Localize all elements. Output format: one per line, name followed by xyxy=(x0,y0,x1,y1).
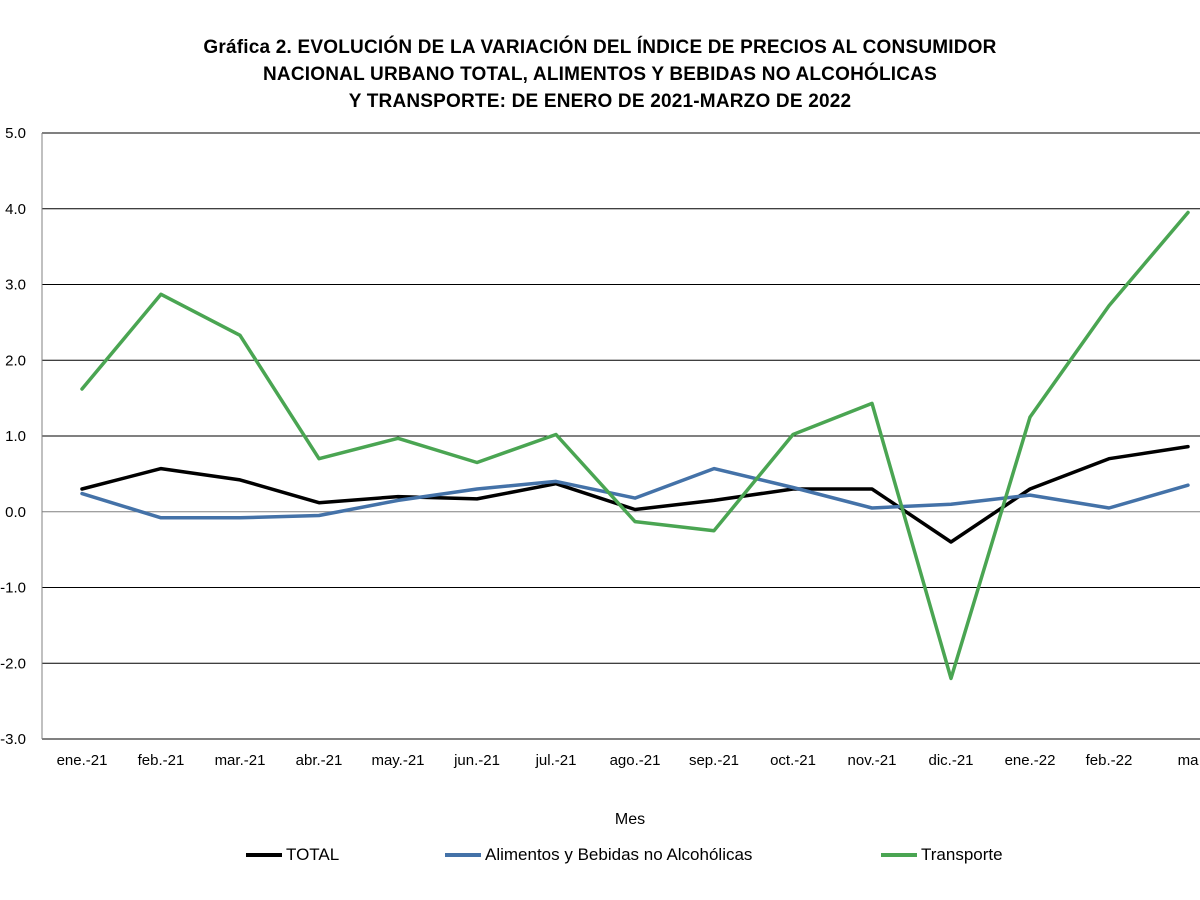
y-tick-label: 3.0 xyxy=(5,277,26,294)
x-tick-label: feb.-22 xyxy=(1086,752,1133,769)
gridlines xyxy=(42,132,1200,740)
x-tick-label: ene.-22 xyxy=(1005,752,1056,769)
chart-title-line-2: NACIONAL URBANO TOTAL, ALIMENTOS Y BEBID… xyxy=(263,64,937,85)
x-tick-label: ene.-21 xyxy=(57,752,108,769)
y-tick-label: -1.0 xyxy=(0,580,26,597)
legend-swatch-alimentos xyxy=(445,853,481,857)
x-tick-label: jun.-21 xyxy=(453,752,500,769)
x-tick-label: oct.-21 xyxy=(770,752,816,769)
x-tick-label: abr.-21 xyxy=(296,752,343,769)
legend-swatch-total xyxy=(246,853,282,857)
x-tick-label: may.-21 xyxy=(371,752,424,769)
x-tick-label: mar.-21 xyxy=(215,752,266,769)
x-tick-label: jul.-21 xyxy=(535,752,577,769)
x-tick-label: feb.-21 xyxy=(138,752,185,769)
chart-title: Gráfica 2. EVOLUCIÓN DE LA VARIACIÓN DEL… xyxy=(0,34,1200,115)
x-tick-label: ma xyxy=(1178,752,1199,769)
y-tick-label: 5.0 xyxy=(5,125,26,142)
x-tick-label: nov.-21 xyxy=(848,752,897,769)
y-tick-label: -3.0 xyxy=(0,731,26,748)
series-line-2 xyxy=(80,210,1190,681)
legend-label-transporte: Transporte xyxy=(921,845,1003,864)
y-tick-labels: 5.0 4.0 3.0 2.0 1.0 0.0 -1.0 -2.0 -3.0 xyxy=(0,125,26,748)
x-tick-label: dic.-21 xyxy=(928,752,973,769)
legend-item-total: TOTAL xyxy=(246,843,339,867)
x-tick-label: sep.-21 xyxy=(689,752,739,769)
series-lines xyxy=(80,210,1190,681)
x-axis-label: Mes xyxy=(614,811,646,828)
legend-label-alimentos: Alimentos y Bebidas no Alcohólicas xyxy=(485,845,753,864)
y-tick-label: 4.0 xyxy=(5,201,26,218)
legend-label-total: TOTAL xyxy=(286,845,340,864)
chart-title-line-1: Gráfica 2. EVOLUCIÓN DE LA VARIACIÓN DEL… xyxy=(203,37,997,58)
legend: TOTAL Alimentos y Bebidas no Alcohólicas… xyxy=(0,843,1200,867)
y-tick-label: -2.0 xyxy=(0,655,26,672)
chart-title-line-3: Y TRANSPORTE: DE ENERO DE 2021-MARZO DE … xyxy=(348,91,852,112)
series-line-1 xyxy=(80,466,1190,520)
legend-item-transporte: Transporte xyxy=(881,843,1003,867)
y-tick-label: 2.0 xyxy=(5,352,26,369)
x-tick-label: ago.-21 xyxy=(610,752,661,769)
y-tick-label: 0.0 xyxy=(5,504,26,521)
x-tick-labels: ene.-21 feb.-21 mar.-21 abr.-21 may.-21 jun.-… xyxy=(57,752,1200,769)
legend-swatch-transporte xyxy=(881,853,917,857)
y-tick-label: 1.0 xyxy=(5,428,26,445)
legend-item-alimentos: Alimentos y Bebidas no Alcohólicas xyxy=(445,843,752,867)
